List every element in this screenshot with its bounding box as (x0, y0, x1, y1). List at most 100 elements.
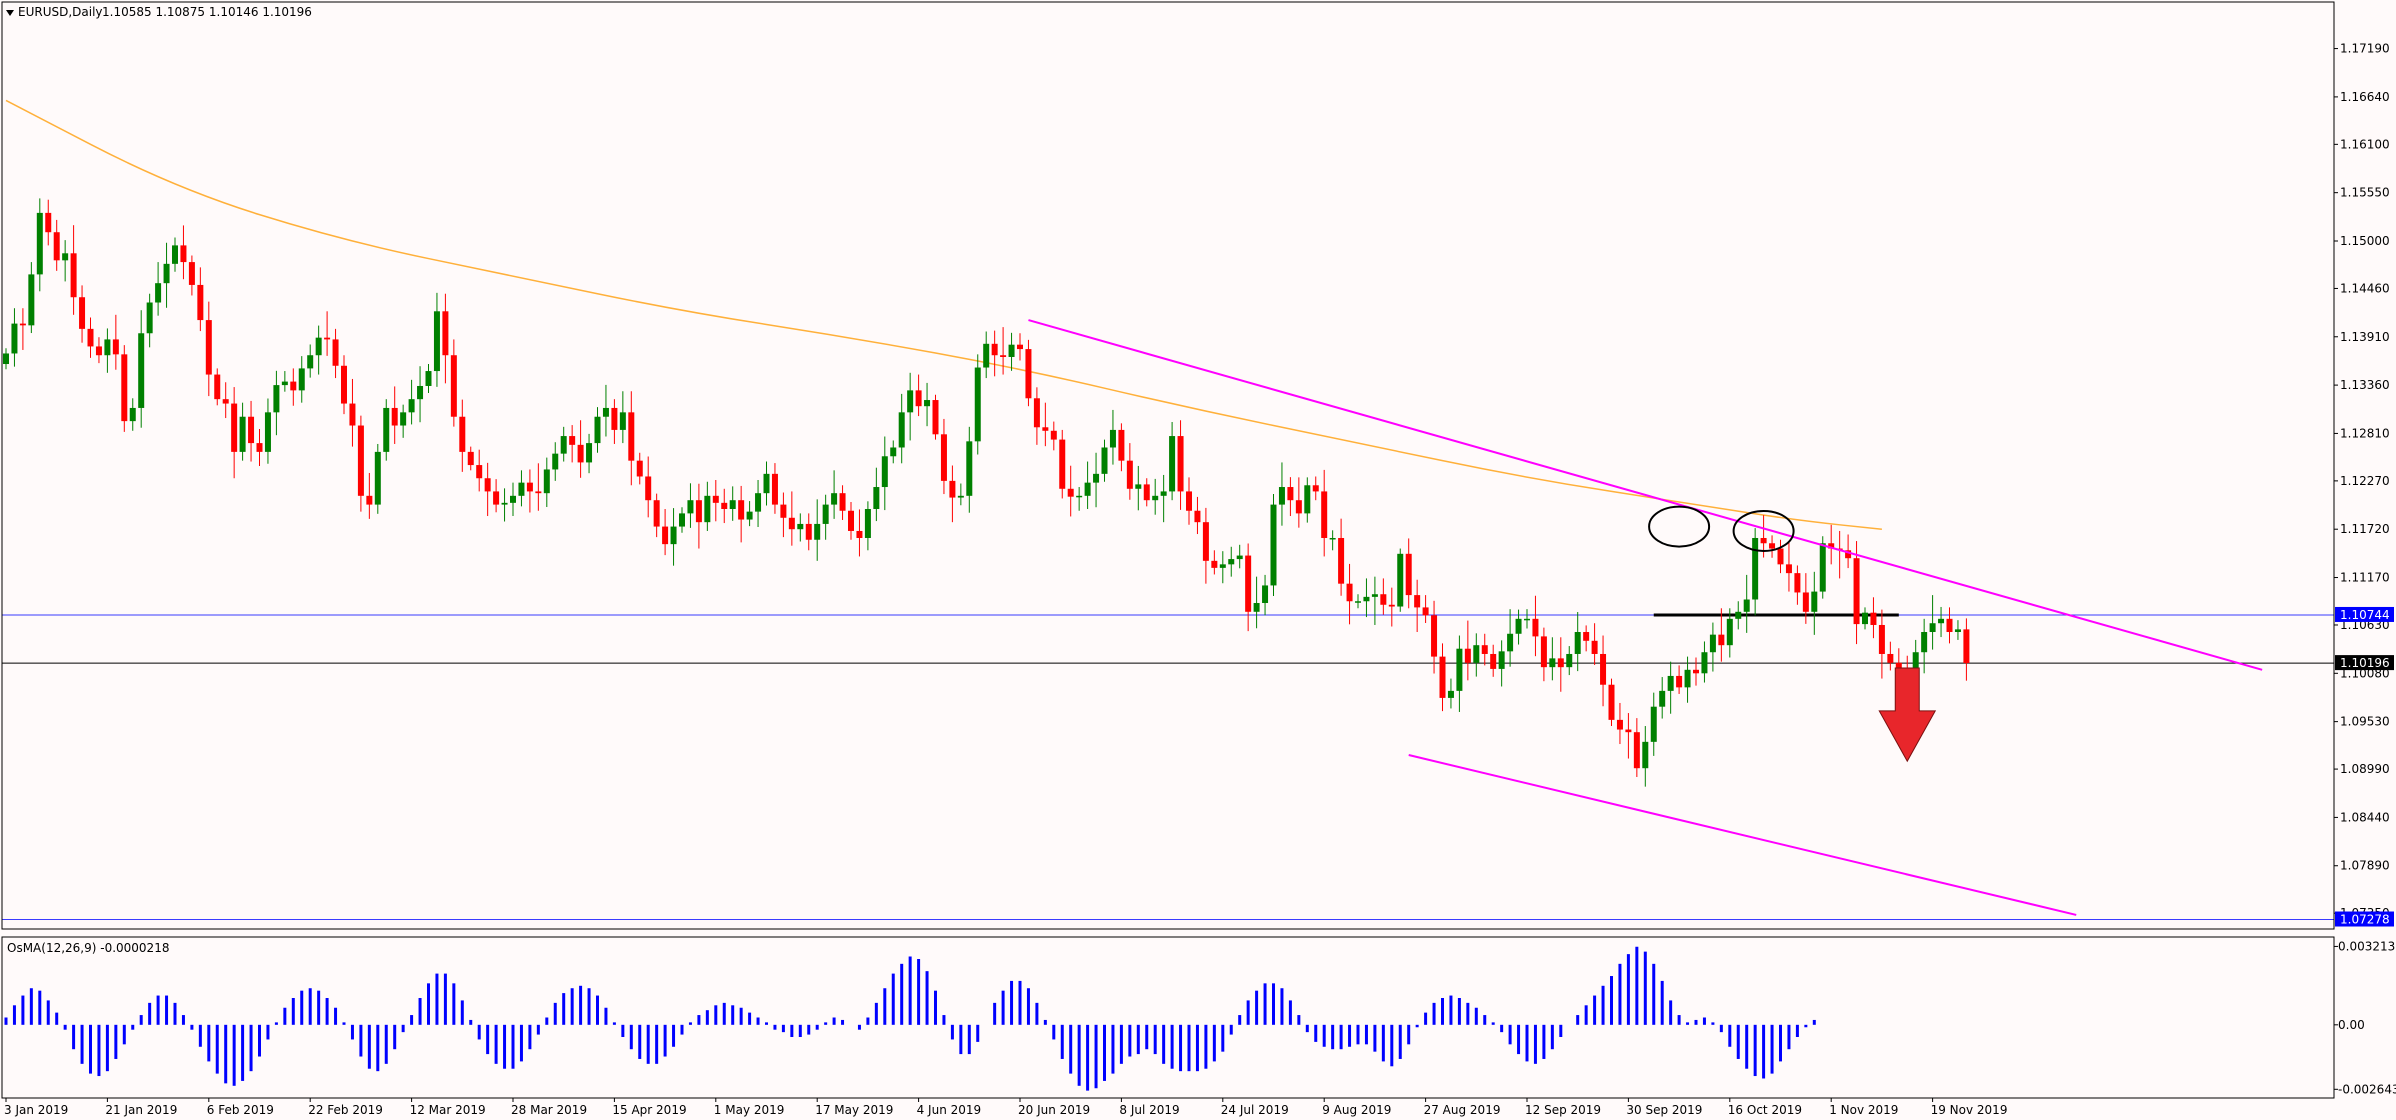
time-tick-label: 12 Sep 2019 (1525, 1103, 1601, 1117)
candle-body (1507, 633, 1514, 652)
candle-body (1017, 344, 1023, 350)
price-tick-label: 1.07890 (2340, 859, 2390, 873)
candle-body (864, 508, 871, 538)
candle-body (19, 323, 26, 326)
candle-body (1084, 482, 1091, 496)
candle-body (112, 339, 119, 355)
candle-body (1042, 427, 1049, 431)
candle-body (619, 412, 626, 430)
candle-body (155, 283, 162, 303)
candle-body (1278, 487, 1285, 505)
candle-body (1760, 537, 1767, 544)
candle-body (974, 367, 981, 442)
candle-body (712, 495, 719, 503)
price-pane-border (1, 1, 2335, 930)
time-tick-label: 20 Jun 2019 (1018, 1103, 1090, 1117)
candle-body (1431, 615, 1438, 657)
candle-body (138, 333, 145, 408)
candle-body (357, 425, 364, 496)
candle-body (341, 365, 347, 404)
candle-body (3, 353, 9, 365)
osma-label: OsMA(12,26,9) -0.0000218 (7, 941, 169, 955)
candle-body (940, 434, 947, 481)
price-tick-label: 1.16640 (2340, 90, 2390, 104)
candle-body (366, 495, 373, 505)
candle-body (70, 253, 77, 298)
candle-body (552, 453, 559, 470)
peak-ellipse (1648, 505, 1711, 548)
time-tick-label: 19 Nov 2019 (1931, 1103, 2008, 1117)
candle-body (729, 500, 736, 509)
moving-average-layer (5, 99, 1882, 530)
candle-body (721, 502, 728, 509)
candle-body (746, 511, 753, 520)
candle-body (1287, 487, 1294, 501)
candle-body (1676, 675, 1683, 688)
candle-body (1186, 491, 1192, 511)
candle-body (163, 263, 170, 284)
candle-body (1397, 553, 1404, 607)
time-tick-label: 9 Aug 2019 (1322, 1103, 1391, 1117)
candle-body (1802, 592, 1809, 612)
candle-body (45, 212, 52, 233)
candle-body (1143, 484, 1150, 501)
candle-body (653, 500, 660, 527)
time-tick-label: 1 May 2019 (714, 1103, 785, 1117)
price-tick-label: 1.13910 (2340, 330, 2390, 344)
candle-body (273, 385, 280, 413)
candle-body (1321, 491, 1328, 538)
candle-body (1608, 684, 1615, 720)
candle-body (1371, 594, 1378, 597)
price-marker-box (2335, 655, 2394, 671)
price-tick-label: 1.12270 (2340, 474, 2390, 488)
candle-body (873, 487, 880, 509)
time-tick-label: 4 Jun 2019 (917, 1103, 982, 1117)
candle-body (771, 473, 778, 505)
candle-body (383, 407, 390, 452)
candle-body (1076, 495, 1083, 498)
candle-body (1828, 543, 1835, 549)
candle-body (1845, 550, 1852, 559)
candle-body (763, 473, 770, 494)
candle-body (1101, 447, 1108, 474)
candle-body (298, 368, 305, 391)
trendlines-layer (1028, 319, 2263, 916)
candle-body (1473, 645, 1480, 663)
candle-body (1633, 732, 1640, 769)
osma-tick-label: 0.0032136 (2338, 939, 2396, 953)
time-tick-label: 1 Nov 2019 (1829, 1103, 1898, 1117)
candle-body (36, 212, 43, 275)
candle-body (805, 523, 812, 540)
collapse-triangle-icon[interactable] (6, 10, 14, 16)
candle-body (780, 504, 787, 518)
time-tick-label: 28 Mar 2019 (511, 1103, 587, 1117)
time-tick-label: 12 Mar 2019 (410, 1103, 486, 1117)
candle-body (679, 513, 685, 527)
channel-trendline (1408, 754, 2077, 916)
candle-body (1616, 719, 1623, 730)
candle-body (374, 451, 381, 505)
candle-body (1777, 548, 1784, 565)
candle-body (1929, 623, 1936, 633)
candle-body (1895, 662, 1902, 669)
candle-body (1532, 618, 1539, 637)
time-tick-label: 24 Jul 2019 (1221, 1103, 1289, 1117)
candle-body (1726, 618, 1733, 646)
candle-body (408, 399, 415, 413)
time-tick-label: 3 Jan 2019 (4, 1103, 68, 1117)
candle-body (957, 495, 964, 498)
candle-body (11, 323, 18, 354)
candle-body (307, 355, 314, 369)
candle-body (1946, 618, 1953, 633)
candle-body (433, 311, 440, 372)
candle-body (1236, 555, 1243, 560)
candle-body (1667, 675, 1674, 691)
price-tick-label: 1.16100 (2340, 137, 2390, 151)
price-marker-label: 1.07278 (2340, 913, 2390, 927)
candle-body (670, 526, 677, 545)
candle-body (560, 436, 567, 454)
candle-body (1194, 510, 1201, 523)
candle-body (1701, 652, 1708, 674)
